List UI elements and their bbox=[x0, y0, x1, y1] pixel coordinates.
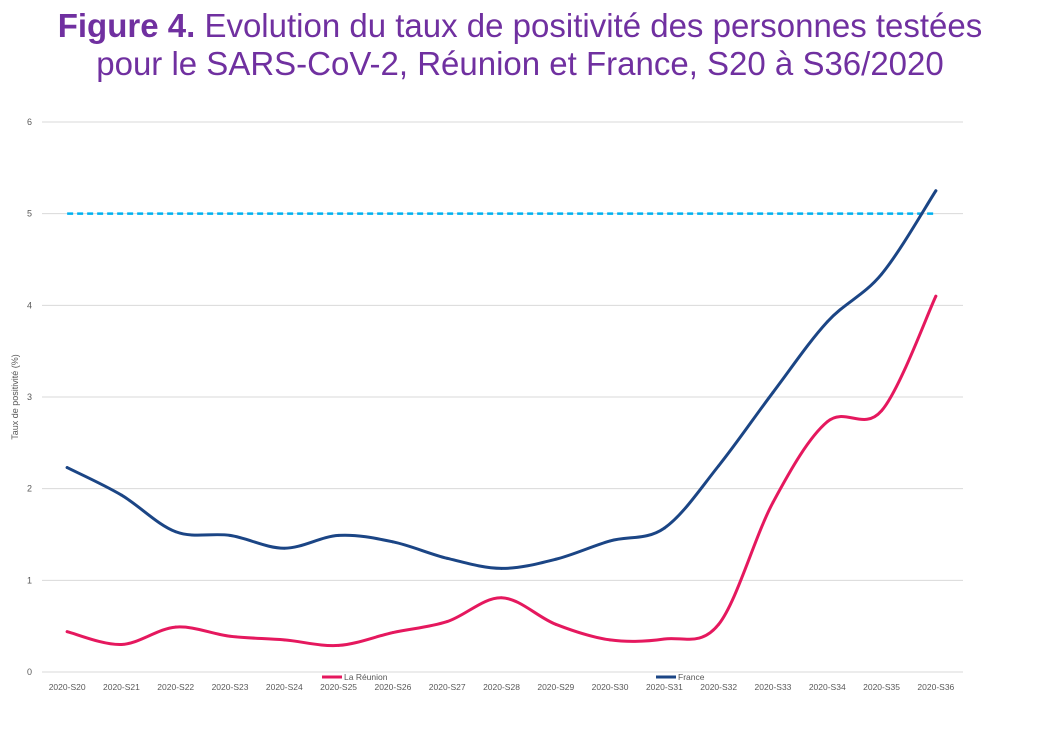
data-point-france bbox=[228, 534, 232, 537]
data-point-la-reunion bbox=[391, 631, 395, 634]
data-point-la-reunion bbox=[825, 420, 829, 424]
data-point-france bbox=[500, 567, 503, 570]
data-point-france bbox=[662, 526, 666, 530]
data-point-france bbox=[391, 540, 395, 544]
gridlines bbox=[42, 121, 963, 673]
data-point-la-reunion bbox=[717, 622, 721, 626]
data-point-france bbox=[934, 189, 938, 193]
x-tick-label: 2020-S28 bbox=[483, 682, 520, 692]
data-point-france bbox=[445, 556, 449, 560]
data-point-la-reunion bbox=[337, 644, 341, 647]
data-point-la-reunion bbox=[120, 643, 123, 646]
x-tick-label: 2020-S33 bbox=[755, 682, 792, 692]
x-tick-label: 2020-S27 bbox=[429, 682, 466, 692]
data-point-france bbox=[880, 272, 883, 276]
x-tick-label: 2020-S31 bbox=[646, 682, 683, 692]
y-tick-label: 5 bbox=[27, 209, 32, 219]
y-axis-label: Taux de positivité (%) bbox=[10, 354, 20, 440]
data-point-la-reunion bbox=[662, 637, 666, 641]
data-point-la-reunion bbox=[500, 596, 503, 600]
data-point-la-reunion bbox=[554, 622, 558, 626]
title-line-1: Figure 4. Evolution du taux de positivit… bbox=[0, 7, 1040, 45]
legend-item-la-reunion: La Réunion bbox=[322, 672, 388, 682]
x-tick-label: 2020-S25 bbox=[320, 682, 357, 692]
x-tick-label: 2020-S23 bbox=[212, 682, 249, 692]
y-axis: 0 1 2 3 4 5 6 Taux de positivité (%) bbox=[10, 117, 32, 677]
y-tick-label: 4 bbox=[27, 300, 32, 310]
data-point-la-reunion bbox=[880, 409, 883, 413]
y-tick-label: 2 bbox=[27, 484, 32, 494]
x-axis: 2020-S20 2020-S21 2020-S22 2020-S23 2020-S24… bbox=[49, 682, 955, 692]
x-tick-label: 2020-S34 bbox=[809, 682, 846, 692]
data-point-la-reunion bbox=[65, 630, 69, 634]
data-point-france bbox=[282, 546, 286, 550]
data-point-france bbox=[608, 539, 612, 543]
x-tick-label: 2020-S30 bbox=[592, 682, 629, 692]
x-tick-label: 2020-S32 bbox=[700, 682, 737, 692]
legend: La Réunion France bbox=[322, 672, 705, 682]
x-tick-label: 2020-S24 bbox=[266, 682, 303, 692]
x-tick-label: 2020-S36 bbox=[917, 682, 954, 692]
x-tick-label: 2020-S35 bbox=[863, 682, 900, 692]
data-point-france bbox=[120, 493, 123, 497]
data-point-la-reunion bbox=[608, 638, 612, 642]
data-point-la-reunion bbox=[771, 501, 775, 504]
figure-label: Figure 4. bbox=[57, 7, 196, 44]
legend-label-la-reunion: La Réunion bbox=[344, 672, 388, 682]
x-tick-label: 2020-S21 bbox=[103, 682, 140, 692]
data-point-la-reunion bbox=[445, 620, 449, 623]
legend-label-france: France bbox=[678, 672, 705, 682]
data-point-france bbox=[771, 391, 775, 394]
data-point-la-reunion bbox=[228, 634, 232, 638]
y-tick-label: 3 bbox=[27, 392, 32, 402]
title-line-2: pour le SARS-CoV-2, Réunion et France, S… bbox=[96, 45, 944, 82]
y-tick-label: 6 bbox=[27, 117, 32, 127]
x-tick-label: 2020-S20 bbox=[49, 682, 86, 692]
x-tick-label: 2020-S29 bbox=[537, 682, 574, 692]
series-la-reunion bbox=[65, 294, 938, 648]
x-tick-label: 2020-S22 bbox=[157, 682, 194, 692]
y-tick-label: 1 bbox=[27, 575, 32, 585]
data-point-france bbox=[717, 464, 721, 468]
title-text-line-1: Evolution du taux de positivité des pers… bbox=[204, 7, 983, 44]
series bbox=[65, 189, 938, 648]
y-tick-label: 0 bbox=[27, 667, 32, 677]
data-point-france bbox=[337, 534, 341, 537]
data-point-la-reunion bbox=[282, 638, 286, 642]
series-france bbox=[65, 189, 938, 570]
figure-title: Figure 4. Evolution du taux de positivit… bbox=[0, 7, 1040, 83]
data-point-france bbox=[825, 320, 829, 324]
data-point-france bbox=[174, 530, 178, 534]
x-tick-label: 2020-S26 bbox=[374, 682, 411, 692]
data-point-france bbox=[65, 466, 69, 469]
data-point-france bbox=[554, 557, 558, 561]
data-point-la-reunion bbox=[934, 294, 938, 298]
series-line-france bbox=[65, 189, 938, 570]
data-point-la-reunion bbox=[174, 625, 178, 629]
legend-item-france: France bbox=[656, 672, 705, 682]
